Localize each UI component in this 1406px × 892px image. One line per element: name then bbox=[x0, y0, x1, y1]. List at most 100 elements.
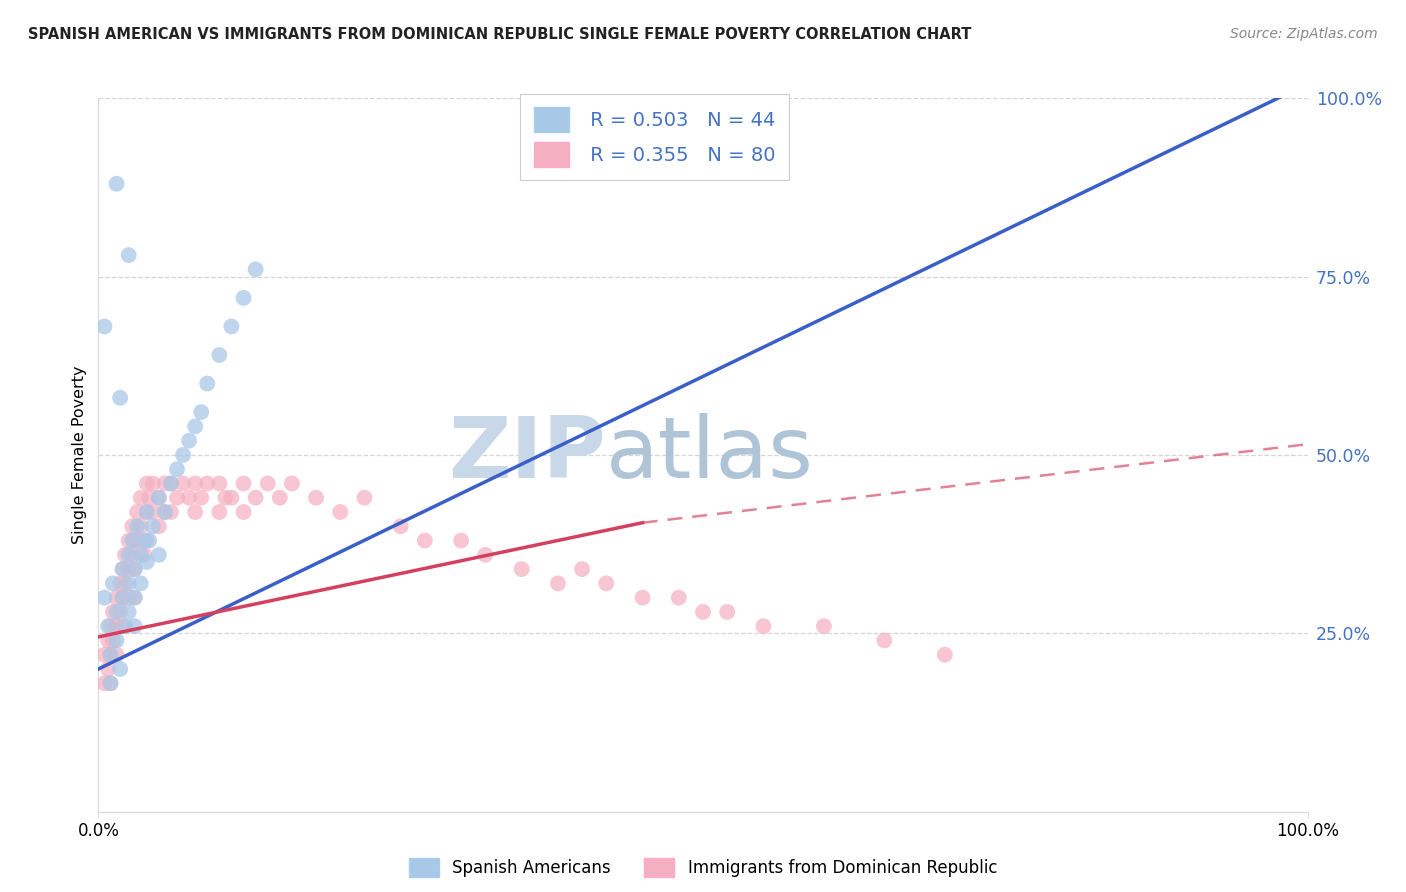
Point bbox=[160, 476, 183, 491]
Point bbox=[153, 505, 176, 519]
Point bbox=[124, 591, 146, 605]
Point bbox=[135, 476, 157, 491]
Point bbox=[232, 505, 254, 519]
Point bbox=[129, 576, 152, 591]
Point bbox=[208, 476, 231, 491]
Point bbox=[129, 519, 152, 533]
Point bbox=[127, 533, 149, 548]
Point bbox=[305, 491, 328, 505]
Point bbox=[148, 491, 170, 505]
Point bbox=[121, 519, 143, 533]
Point bbox=[934, 648, 956, 662]
Point bbox=[214, 491, 236, 505]
Point bbox=[114, 576, 136, 591]
Point bbox=[245, 491, 267, 505]
Point bbox=[108, 391, 131, 405]
Point bbox=[97, 619, 120, 633]
Point bbox=[208, 348, 231, 362]
Point bbox=[135, 505, 157, 519]
Point bbox=[232, 291, 254, 305]
Point bbox=[93, 319, 115, 334]
Point bbox=[124, 562, 146, 576]
Point bbox=[148, 519, 170, 533]
Point bbox=[232, 476, 254, 491]
Point bbox=[108, 576, 131, 591]
Point bbox=[127, 505, 149, 519]
Point bbox=[108, 605, 131, 619]
Point bbox=[105, 648, 128, 662]
Point bbox=[631, 591, 654, 605]
Point bbox=[389, 519, 412, 533]
Point bbox=[118, 576, 141, 591]
Point bbox=[111, 591, 134, 605]
Point bbox=[668, 591, 690, 605]
Point bbox=[195, 476, 218, 491]
Point bbox=[129, 548, 152, 562]
Point bbox=[135, 533, 157, 548]
Point bbox=[184, 419, 207, 434]
Point bbox=[118, 562, 141, 576]
Text: Source: ZipAtlas.com: Source: ZipAtlas.com bbox=[1230, 27, 1378, 41]
Point bbox=[101, 576, 124, 591]
Point bbox=[208, 505, 231, 519]
Point bbox=[153, 476, 176, 491]
Point bbox=[124, 591, 146, 605]
Point bbox=[135, 505, 157, 519]
Point bbox=[172, 448, 194, 462]
Point bbox=[595, 576, 617, 591]
Point bbox=[474, 548, 496, 562]
Point bbox=[105, 633, 128, 648]
Point bbox=[93, 591, 115, 605]
Point bbox=[166, 491, 188, 505]
Point bbox=[105, 177, 128, 191]
Point bbox=[195, 376, 218, 391]
Point bbox=[138, 491, 160, 505]
Point bbox=[118, 591, 141, 605]
Point bbox=[245, 262, 267, 277]
Point bbox=[124, 619, 146, 633]
Point bbox=[100, 676, 122, 690]
Point bbox=[111, 562, 134, 576]
Point bbox=[134, 548, 156, 562]
Point bbox=[101, 633, 124, 648]
Point bbox=[413, 533, 436, 548]
Point bbox=[93, 676, 115, 690]
Point bbox=[124, 562, 146, 576]
Point bbox=[160, 476, 183, 491]
Point bbox=[142, 505, 165, 519]
Point bbox=[100, 676, 122, 690]
Text: SPANISH AMERICAN VS IMMIGRANTS FROM DOMINICAN REPUBLIC SINGLE FEMALE POVERTY COR: SPANISH AMERICAN VS IMMIGRANTS FROM DOMI… bbox=[28, 27, 972, 42]
Point bbox=[450, 533, 472, 548]
Point bbox=[134, 533, 156, 548]
Point bbox=[281, 476, 304, 491]
Point bbox=[190, 491, 212, 505]
Point bbox=[179, 434, 201, 448]
Point bbox=[716, 605, 738, 619]
Y-axis label: Single Female Poverty: Single Female Poverty bbox=[72, 366, 87, 544]
Point bbox=[172, 476, 194, 491]
Point bbox=[813, 619, 835, 633]
Text: ZIP: ZIP bbox=[449, 413, 606, 497]
Point bbox=[142, 519, 165, 533]
Point bbox=[138, 533, 160, 548]
Point bbox=[692, 605, 714, 619]
Point bbox=[124, 533, 146, 548]
Point bbox=[353, 491, 375, 505]
Point bbox=[93, 648, 115, 662]
Point bbox=[256, 476, 278, 491]
Point bbox=[108, 662, 131, 676]
Point bbox=[190, 405, 212, 419]
Point bbox=[121, 533, 143, 548]
Point bbox=[127, 519, 149, 533]
Point bbox=[184, 505, 207, 519]
Point bbox=[179, 491, 201, 505]
Point bbox=[221, 491, 243, 505]
Point bbox=[873, 633, 896, 648]
Point bbox=[114, 548, 136, 562]
Point bbox=[142, 476, 165, 491]
Point bbox=[114, 619, 136, 633]
Point bbox=[148, 491, 170, 505]
Point bbox=[329, 505, 352, 519]
Point bbox=[166, 462, 188, 476]
Point bbox=[100, 648, 122, 662]
